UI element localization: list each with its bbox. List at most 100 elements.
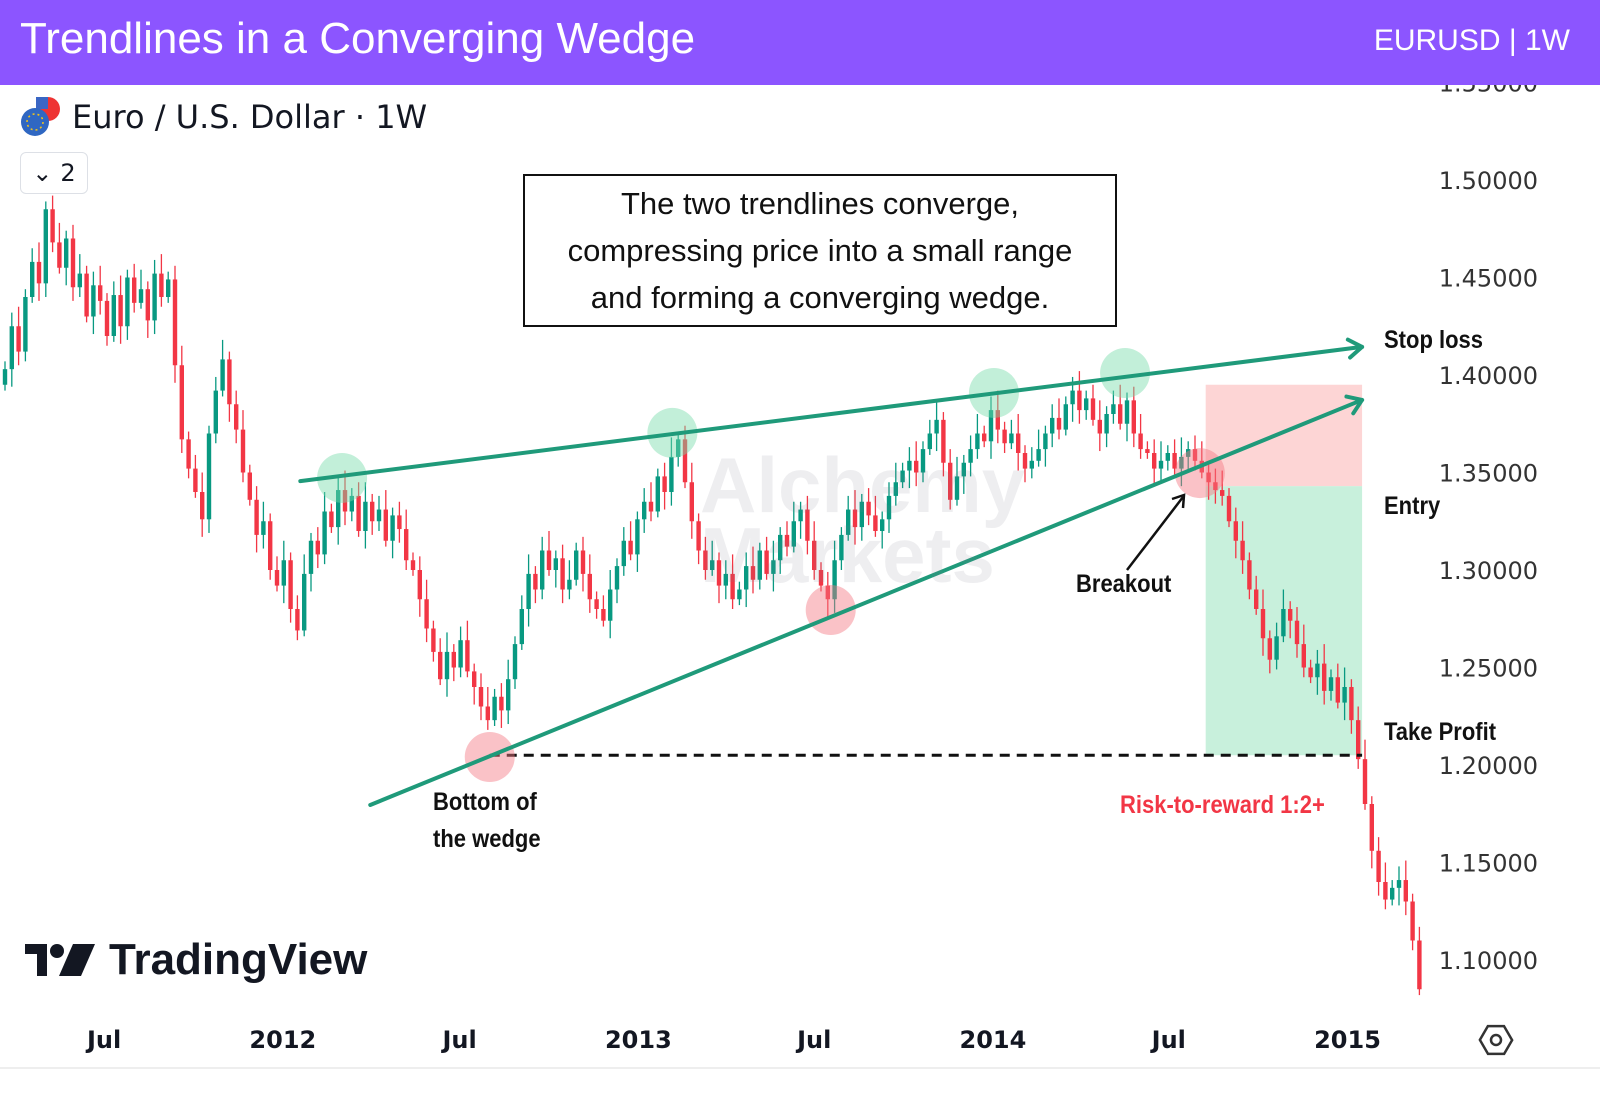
candle [886, 482, 892, 533]
candle [1335, 663, 1340, 709]
candle [16, 306, 21, 366]
candle [1056, 398, 1062, 440]
settings-icon[interactable] [1476, 1019, 1516, 1061]
candle-body [186, 439, 191, 469]
candle [825, 571, 830, 617]
candle-body [465, 640, 470, 672]
candle [839, 527, 844, 570]
candle-body [934, 419, 939, 434]
candle-body [655, 476, 660, 512]
candle-body [23, 297, 28, 352]
time-tick-label: Jul [85, 1026, 121, 1054]
candle-body [682, 439, 688, 483]
candle-body [1254, 589, 1259, 609]
candle [1396, 866, 1402, 906]
candle-body [213, 390, 218, 434]
candle [744, 552, 749, 608]
candle-body [757, 550, 762, 580]
candle [1192, 435, 1198, 471]
price-tick-label: 1.50000 [1439, 167, 1538, 195]
candle [329, 503, 334, 533]
candle [50, 195, 55, 253]
candle [846, 495, 851, 541]
candle-body [771, 560, 776, 574]
candle [193, 454, 198, 498]
candle [383, 490, 388, 547]
candle [1063, 396, 1068, 436]
candle-body [274, 570, 280, 586]
candle-body [696, 521, 701, 551]
candle [1410, 893, 1415, 951]
price-tick-label: 1.25000 [1439, 655, 1538, 683]
candle-body [220, 359, 225, 391]
price-tick-label: 1.15000 [1439, 850, 1538, 878]
candle-body [526, 573, 531, 609]
candle [376, 495, 382, 531]
candle-body [1233, 521, 1238, 541]
candle [23, 289, 28, 362]
collapse-indicators-button[interactable]: ⌄ 2 [20, 152, 88, 194]
candle-body [567, 579, 572, 590]
candle [36, 242, 42, 301]
price-chart[interactable]: 1.55000 1.50000 1.45000 1.40000 1.35000 1.300… [0, 85, 1600, 1095]
candle-body [608, 589, 613, 621]
candle-body [778, 534, 783, 561]
candle [2, 361, 8, 391]
candle-body [1111, 404, 1116, 414]
annotation-line: The two trendlines converge, [620, 186, 1020, 221]
candle [104, 293, 110, 346]
candle [784, 521, 790, 557]
candle [186, 431, 191, 479]
candle-body [954, 476, 960, 500]
candle [778, 527, 783, 574]
candle-body [1362, 759, 1368, 804]
candle [30, 248, 35, 303]
candle-body [961, 462, 966, 477]
time-tick-label: 2014 [960, 1026, 1027, 1054]
candle [1294, 607, 1300, 658]
candle-body [812, 540, 817, 570]
candle [873, 495, 878, 537]
candle [546, 531, 552, 576]
candle-body [832, 560, 837, 600]
candle-body [444, 651, 450, 680]
candle [478, 673, 484, 721]
candle-body [138, 289, 144, 303]
bottom-label-line1: Bottom of [433, 788, 537, 816]
chevron-down-icon: ⌄ [32, 159, 53, 187]
price-tick-label: 1.20000 [1439, 752, 1538, 780]
candle-body [329, 511, 334, 528]
candle [682, 425, 688, 489]
title-bar: Trendlines in a Converging Wedge EURUSD … [0, 0, 1600, 85]
candle [240, 410, 246, 483]
candle [1254, 575, 1259, 615]
candle [941, 412, 946, 477]
candle [159, 254, 164, 307]
time-tick-label: Jul [441, 1026, 477, 1054]
symbol-legend[interactable]: Euro / U.S. Dollar · 1W [20, 96, 427, 138]
candle-body [1247, 560, 1252, 590]
candle [1390, 880, 1395, 906]
candle [750, 546, 756, 594]
candle-body [458, 640, 463, 668]
candle [57, 222, 62, 274]
candle [1172, 439, 1177, 475]
candle-body [886, 495, 892, 520]
time-tick-label: Jul [795, 1026, 831, 1054]
arrowhead-icon [1345, 337, 1365, 360]
candle [907, 447, 912, 489]
candle-body [1022, 453, 1028, 469]
candle-body [975, 433, 980, 450]
candle-body [750, 566, 756, 580]
candles [2, 195, 1422, 996]
upper-trendline[interactable] [298, 344, 1365, 484]
tradingview-logo: TradingView [25, 935, 367, 985]
candle [492, 688, 497, 726]
candle-body [1301, 644, 1306, 668]
candle-body [43, 209, 48, 284]
candle [1322, 644, 1327, 705]
candle-body [716, 560, 722, 586]
lower-trendline[interactable] [368, 397, 1365, 807]
candle-body [77, 273, 82, 288]
candle-body [424, 599, 429, 629]
